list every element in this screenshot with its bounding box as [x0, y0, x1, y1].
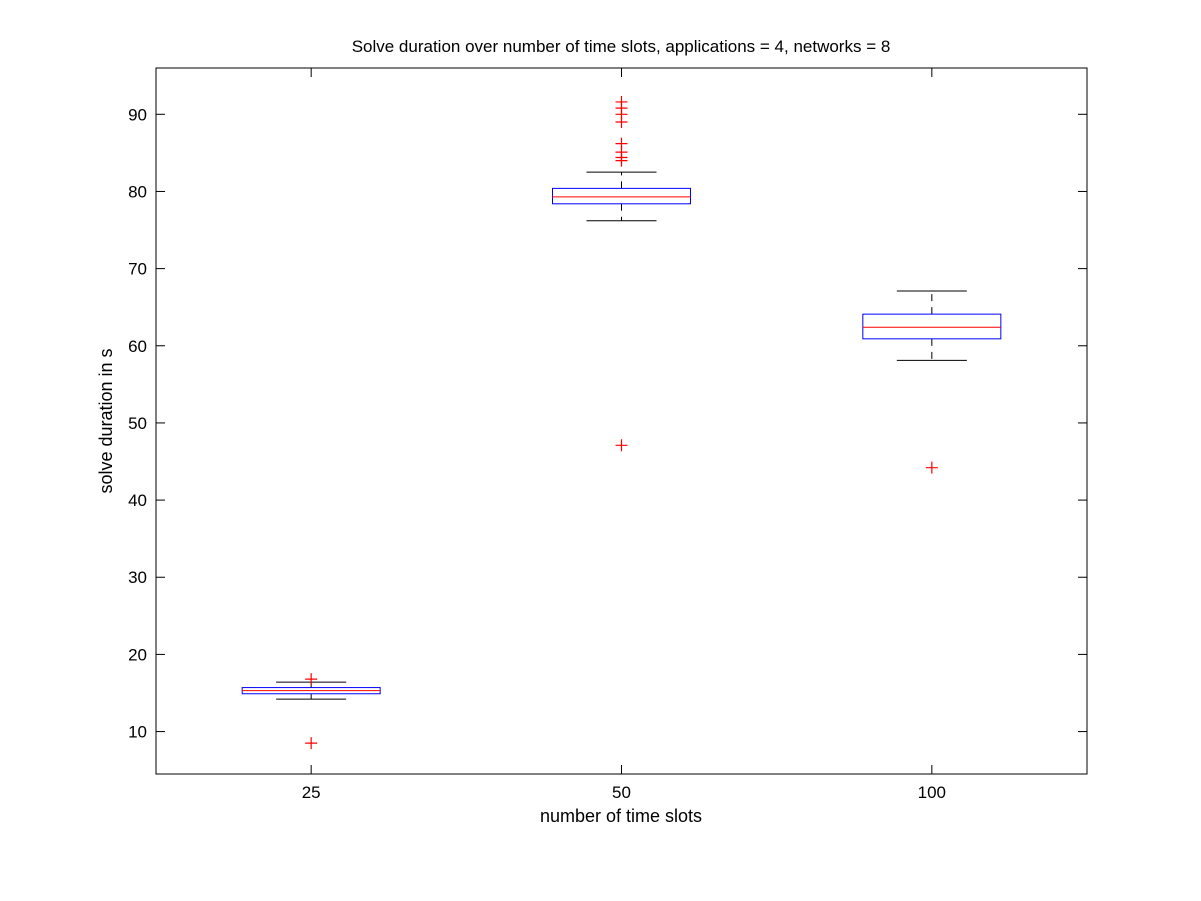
- y-tick-label: 20: [128, 645, 147, 664]
- x-tick-label: 25: [302, 783, 321, 802]
- y-axis-label: solve duration in s: [96, 348, 116, 493]
- plot-area: 10 20 30 40 50 60 70 80 90 25 50 100: [128, 67, 1088, 802]
- x-tick-label: 100: [918, 783, 946, 802]
- outlier-point: [615, 439, 628, 452]
- box-iqr: [552, 187, 691, 205]
- y-tick-label: 30: [128, 568, 147, 587]
- y-tick-label: 70: [128, 260, 147, 279]
- outlier-point: [615, 95, 628, 108]
- chart-title: Solve duration over number of time slots…: [352, 37, 891, 56]
- y-tick-label: 80: [128, 182, 147, 201]
- x-axis-label: number of time slots: [540, 806, 702, 826]
- x-tick-label: 50: [612, 783, 631, 802]
- box-iqr: [862, 313, 1002, 340]
- y-tick-label: 50: [128, 414, 147, 433]
- outlier-point: [925, 461, 938, 474]
- outlier-point: [305, 737, 318, 750]
- y-tick-label: 60: [128, 337, 147, 356]
- outlier-point: [615, 137, 628, 150]
- y-tick-label: 90: [128, 105, 147, 124]
- outlier-point: [305, 673, 318, 686]
- y-tick-label: 10: [128, 723, 147, 742]
- y-tick-label: 40: [128, 491, 147, 510]
